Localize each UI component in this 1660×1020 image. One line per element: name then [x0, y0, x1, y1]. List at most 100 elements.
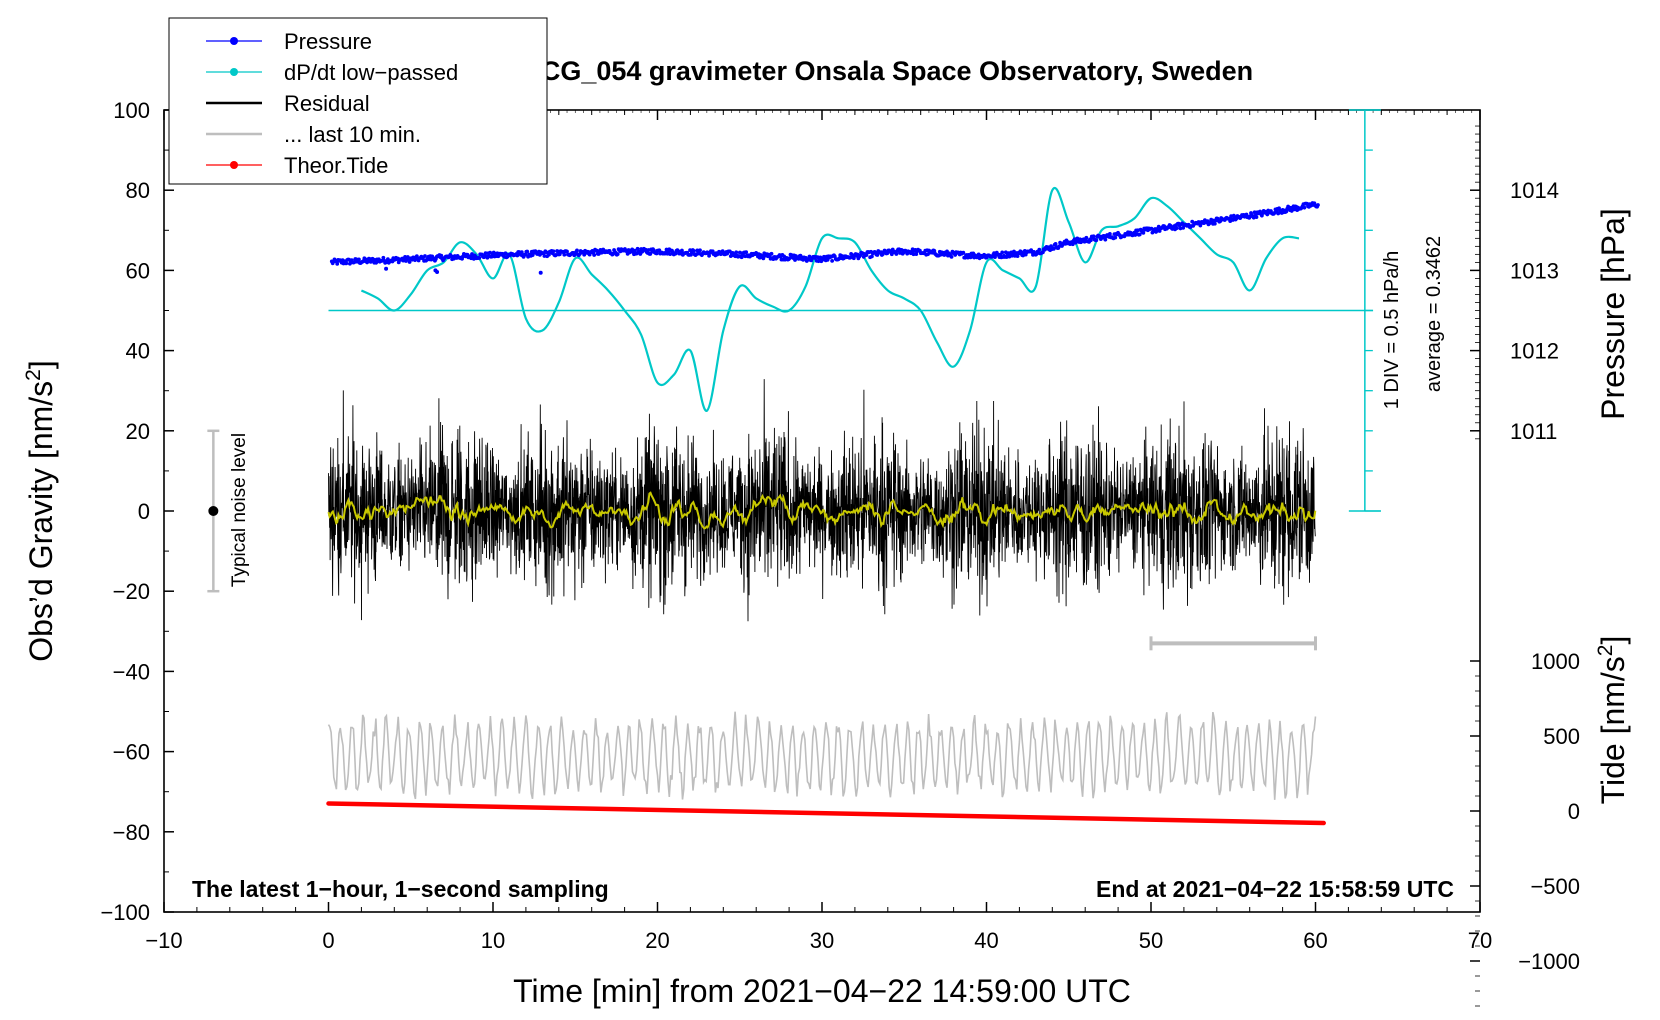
pressure-point — [894, 252, 899, 256]
pressure-point — [680, 248, 684, 253]
pressure-point — [538, 270, 543, 275]
y-tick-label: −20 — [113, 579, 150, 604]
y-tick-label: −60 — [113, 740, 150, 765]
legend-label: Residual — [284, 91, 370, 116]
pressure-point — [961, 250, 966, 255]
y-axis-title-text: Obs’d Gravity [nm/s — [23, 381, 59, 662]
pressure-point — [335, 261, 340, 266]
y-axis-ticks: −100 −80 −60 −40 −20 0 20 40 60 80 100 — [100, 98, 174, 925]
pressure-point — [1088, 238, 1093, 243]
pressure-point — [1198, 223, 1203, 228]
pressure-point — [1051, 246, 1056, 251]
pressure-point — [483, 251, 488, 256]
y-axis-title-superscript: 2 — [22, 369, 45, 381]
y-tick-label: 60 — [126, 258, 150, 283]
tide-axis-title: Tide [nm/s2] — [1594, 636, 1631, 805]
tide-axis-title-end: ] — [1595, 636, 1631, 645]
pressure-point — [1019, 249, 1024, 254]
pressure-point — [932, 249, 937, 253]
pressure-point — [668, 252, 673, 257]
legend-marker — [230, 37, 238, 45]
pressure-point — [615, 252, 620, 257]
legend-marker — [230, 68, 238, 76]
x-tick-label: 30 — [810, 928, 834, 953]
dpdt-div-axis — [1348, 109, 1381, 512]
pressure-point — [816, 259, 821, 264]
pressure-point — [515, 253, 520, 258]
pressure-point — [439, 253, 444, 258]
pressure-point — [523, 252, 528, 257]
x-axis-title: Time [min] from 2021−04−22 14:59:00 UTC — [513, 973, 1131, 1009]
noise-center-dot — [208, 506, 219, 516]
pressure-point — [707, 253, 711, 258]
y-tick-label: −80 — [113, 820, 150, 845]
pressure-point — [1053, 241, 1058, 246]
y-tick-label: 100 — [113, 98, 150, 123]
legend-entries: Pressure dP/dt low−passed Residual ... last… — [206, 29, 458, 178]
pressure-point — [423, 254, 427, 258]
legend-label: dP/dt low−passed — [284, 60, 458, 85]
pressure-point — [1037, 247, 1042, 252]
legend-label: ... last 10 min. — [284, 122, 421, 147]
pressure-point — [635, 246, 640, 251]
pressure-point — [654, 251, 659, 256]
y-tick-label: 80 — [126, 178, 150, 203]
y-tick-label: 0 — [138, 499, 150, 524]
x-tick-label: 10 — [481, 928, 505, 953]
pressure-point — [1113, 235, 1118, 240]
y-axis-title-end: ] — [23, 360, 59, 369]
x-tick-label: 20 — [645, 928, 669, 953]
pressure-point — [870, 254, 874, 259]
residual-line — [328, 379, 1316, 622]
end-time-annotation: End at 2021−04−22 15:58:59 UTC — [1096, 876, 1454, 902]
tide-line — [326, 801, 1326, 826]
sampling-annotation: The latest 1−hour, 1−second sampling — [192, 876, 609, 902]
pressure-point — [1107, 232, 1112, 236]
pressure-series — [329, 201, 1320, 275]
pressure-tick-label: 1011 — [1510, 419, 1557, 444]
y-tick-label: −40 — [113, 659, 150, 684]
pressure-point — [698, 248, 702, 253]
pressure-axis-title: Pressure [hPa] — [1595, 208, 1631, 420]
pressure-point — [1316, 203, 1320, 207]
pressure-point — [1000, 250, 1005, 255]
series-layer — [326, 186, 1374, 826]
x-tick-label: 50 — [1139, 928, 1163, 953]
tide-tick-label: 500 — [1543, 724, 1580, 749]
pressure-point — [488, 250, 493, 255]
pressure-point — [1252, 210, 1257, 215]
pressure-point — [435, 270, 440, 275]
y-tick-label: −100 — [100, 900, 150, 925]
pressure-point — [477, 256, 482, 260]
pressure-point — [562, 252, 567, 257]
x-tick-label: 40 — [974, 928, 998, 953]
pressure-point — [830, 258, 835, 263]
y-tick-label: 20 — [126, 419, 150, 444]
legend-label: Pressure — [284, 29, 372, 54]
pressure-point — [565, 249, 569, 254]
pressure-tick-label: 1013 — [1510, 258, 1559, 283]
chart-title: SCG_054 gravimeter Onsala Space Observat… — [523, 56, 1253, 86]
pressure-point — [407, 260, 412, 264]
pressure-point — [525, 249, 530, 254]
pressure-point — [384, 266, 389, 271]
legend: Pressure dP/dt low−passed Residual ... last… — [168, 17, 548, 185]
pressure-point — [914, 252, 919, 257]
tide-tick-label: 0 — [1568, 799, 1580, 824]
pressure-point — [632, 248, 637, 253]
legend-box — [168, 17, 548, 185]
pressure-point — [1094, 238, 1099, 243]
noise-level-label: Typical noise level — [229, 433, 250, 587]
pressure-point — [1141, 230, 1146, 235]
pressure-point — [911, 252, 916, 257]
tide-tick-label: −500 — [1530, 874, 1580, 899]
pressure-point — [1010, 253, 1015, 258]
pressure-point — [575, 248, 579, 253]
y-axis-title: Obs’d Gravity [nm/s2] — [22, 360, 59, 662]
pressure-point — [1084, 235, 1089, 240]
pressure-tick-label: 1012 — [1510, 339, 1559, 364]
x-tick-label: 0 — [322, 928, 334, 953]
x-tick-label: 60 — [1303, 928, 1327, 953]
pressure-point — [519, 250, 524, 255]
pressure-point — [807, 254, 812, 259]
